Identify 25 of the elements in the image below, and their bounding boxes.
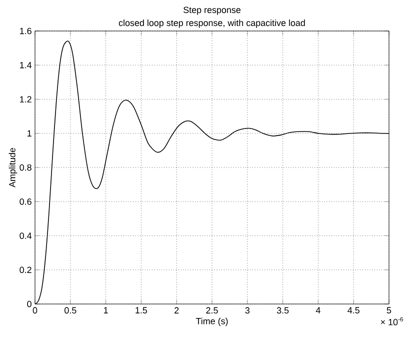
x-tick-label: 1.5 <box>136 307 148 314</box>
x-tick-label: 1 <box>104 307 108 314</box>
chart-title: Step response <box>183 6 241 15</box>
x-tick-label: 4.5 <box>348 307 360 314</box>
y-tick-label: 0.6 <box>20 198 32 205</box>
x-tick-label: 3.5 <box>276 307 289 314</box>
x-tick-label: 0.5 <box>64 307 76 314</box>
y-tick-label: 1.4 <box>20 62 32 68</box>
x-tick-label: 2 <box>174 307 179 314</box>
x-tick-label: 2.5 <box>206 307 218 314</box>
y-tick-label: 1.2 <box>20 96 32 102</box>
y-tick-label: 0 <box>27 300 32 308</box>
y-axis-title: Amplitude <box>8 148 18 188</box>
text: × 10$^{-6}$ <box>380 317 404 326</box>
x-axis-title: Time (s) <box>196 318 228 326</box>
y-tick-label: 0.8 <box>20 164 32 171</box>
chart-subtitle: closed loop step response, with capacitive load <box>118 19 305 28</box>
x-tick-label: 5 <box>386 307 392 314</box>
x-tick-label: 3 <box>245 307 250 314</box>
y-tick-label: 1 <box>28 130 32 136</box>
x-tick-label: 0 <box>32 307 38 314</box>
y-tick-label: 1.6 <box>20 28 32 34</box>
y-tick-label: 0.4 <box>20 232 32 239</box>
x-tick-label: 4 <box>316 307 320 314</box>
y-tick-label: 0.2 <box>20 266 32 274</box>
